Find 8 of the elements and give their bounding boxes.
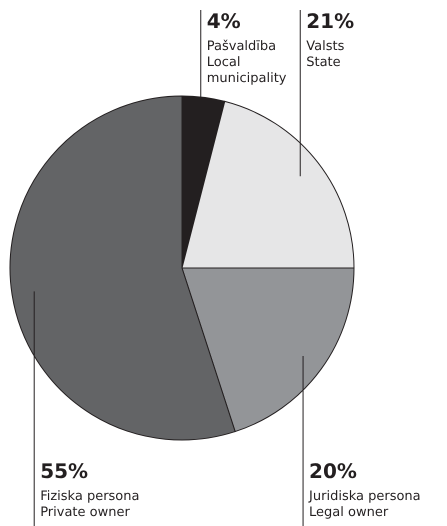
slice-label: Juridiska persona Legal owner [308, 489, 421, 520]
data-label: 20% [309, 459, 357, 483]
data-label: 55% [40, 459, 88, 483]
slice-label: Fiziska persona Private owner [40, 489, 140, 520]
data-label: 21% [306, 9, 354, 33]
slice-label: Valsts State [306, 39, 345, 70]
data-label: 4% [206, 9, 241, 33]
slice-label: Pašvaldība Local municipality [206, 39, 287, 86]
